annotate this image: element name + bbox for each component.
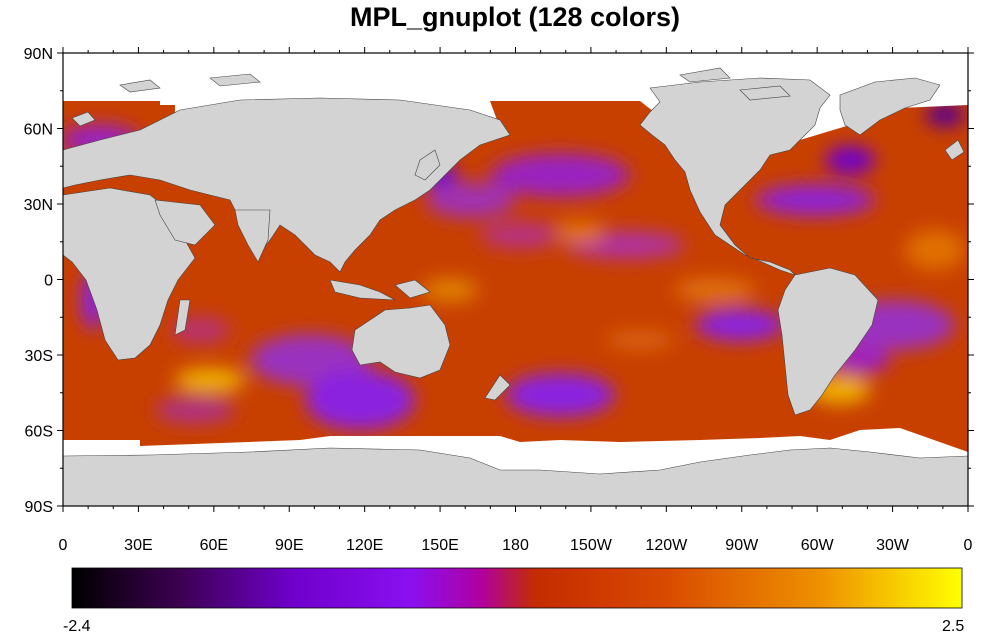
lat-tick-label: 60N [24, 122, 53, 139]
lat-tick-label: 90S [25, 499, 53, 516]
tick-marks [57, 47, 974, 512]
map-plot-area [63, 53, 968, 506]
land-indonesia [329, 279, 396, 301]
lon-tick-label: 120W [645, 537, 688, 554]
lon-tick-label: 150E [421, 537, 458, 554]
lon-tick-label: 90W [725, 537, 759, 554]
lon-tick-label: 60E [200, 537, 228, 554]
land-australia [351, 304, 451, 379]
lon-tick-label: 180 [502, 537, 529, 554]
lat-tick-label: 30N [24, 197, 53, 214]
colorbar-max-label: 2.5 [942, 618, 965, 635]
no-data-arctic [63, 53, 968, 101]
lat-tick-label: 0 [44, 273, 53, 290]
land-north-america [639, 77, 831, 276]
colorbar [71, 567, 963, 609]
lat-tick-label: 60S [25, 424, 53, 441]
land [63, 67, 968, 506]
lat-tick-label: 90N [24, 46, 53, 63]
lon-tick-label: 150W [570, 537, 613, 554]
land-arabia [154, 199, 216, 246]
land-greenland [839, 77, 941, 136]
lon-tick-label: 120E [346, 537, 383, 554]
lon-tick-label: 0 [59, 537, 68, 554]
lat-tick-labels: 90N 60N 30N 0 30S 60S 90S [24, 46, 53, 516]
map-title: MPL_gnuplot (128 colors) [349, 2, 681, 32]
lon-tick-label: 30E [124, 537, 152, 554]
land-india [234, 209, 271, 263]
lon-tick-labels: 0 30E 60E 90E 120E 150E 180 150W 120W 90W 60W 30W 0 [59, 537, 973, 554]
lon-tick-label: 0 [964, 537, 973, 554]
land-madagascar [174, 299, 191, 336]
lon-tick-label: 90E [275, 537, 303, 554]
land-japan [414, 149, 441, 181]
land-new-zealand [484, 374, 511, 401]
land-antarctica [63, 447, 968, 506]
lon-tick-label: 60W [801, 537, 835, 554]
land-eurasia [63, 97, 511, 273]
colorbar-min-label: -2.4 [63, 618, 91, 635]
land-south-america [777, 267, 879, 416]
lat-tick-label: 30S [25, 348, 53, 365]
lon-tick-label: 30W [876, 537, 910, 554]
